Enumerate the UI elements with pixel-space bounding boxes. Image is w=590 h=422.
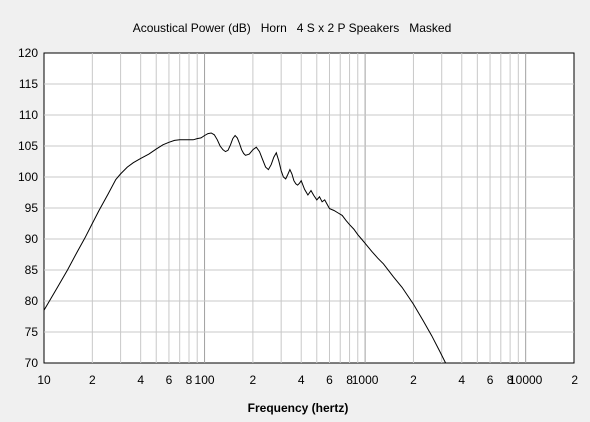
x-tick-label: 2 <box>571 373 578 387</box>
x-tick-label: 8 <box>507 373 514 387</box>
y-tick-label: 120 <box>18 46 38 60</box>
x-tick-label: 2 <box>410 373 417 387</box>
y-tick-label: 115 <box>19 77 38 91</box>
x-tick-label: 100 <box>195 373 215 387</box>
x-tick-label: 1000 <box>352 373 379 387</box>
y-tick-label: 95 <box>25 201 39 215</box>
y-tick-label: 100 <box>18 170 38 184</box>
series-line <box>43 132 447 364</box>
y-axis: 70 75 80 85 90 95 100 105 110 115 120 <box>18 46 38 370</box>
x-axis-label: Frequency (hertz) <box>248 401 349 415</box>
x-tick-label: 6 <box>326 373 333 387</box>
x-tick-label: 10000 <box>509 373 543 387</box>
x-tick-label: 8 <box>186 373 193 387</box>
y-tick-label: 85 <box>25 263 39 277</box>
y-tick-label: 105 <box>18 139 38 153</box>
y-tick-label: 70 <box>25 356 39 370</box>
x-tick-label: 2 <box>89 373 96 387</box>
grid <box>44 53 574 363</box>
x-tick-label: 10 <box>37 373 51 387</box>
x-tick-label: 4 <box>458 373 465 387</box>
x-tick-label: 6 <box>166 373 173 387</box>
x-tick-label: 4 <box>298 373 305 387</box>
x-tick-label: 2 <box>250 373 257 387</box>
x-tick-label: 6 <box>487 373 494 387</box>
chart-title: Acoustical Power (dB) Horn 4 S x 2 P Spe… <box>133 21 452 35</box>
x-tick-label: 4 <box>137 373 144 387</box>
y-tick-label: 80 <box>25 294 39 308</box>
x-tick-label: 8 <box>346 373 353 387</box>
y-tick-label: 110 <box>19 108 38 122</box>
y-tick-label: 75 <box>25 325 39 339</box>
y-tick-label: 90 <box>25 232 39 246</box>
